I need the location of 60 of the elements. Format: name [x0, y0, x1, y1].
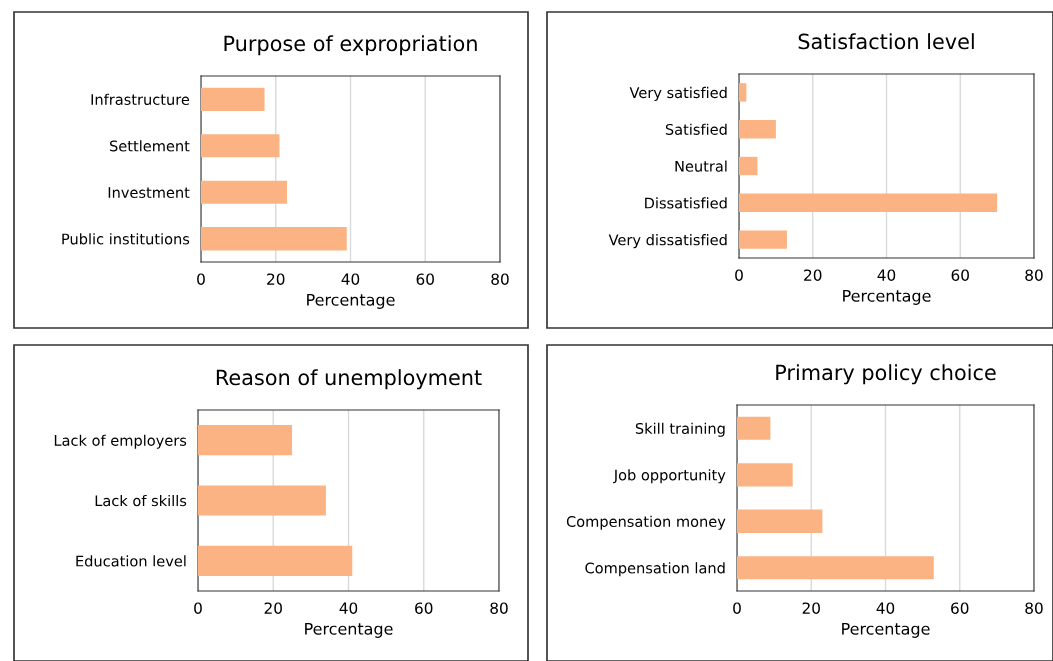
bar — [201, 87, 265, 111]
bar — [739, 230, 787, 249]
y-tick-label: Dissatisfied — [645, 197, 727, 209]
y-tick-label: Infrastructure — [91, 93, 190, 105]
x-axis-title: Percentage — [307, 293, 395, 309]
x-tick-label: 0 — [733, 602, 741, 614]
bar — [737, 463, 793, 487]
x-tick-label: 20 — [264, 602, 282, 614]
bar — [739, 83, 747, 102]
x-axis-title: Percentage — [843, 289, 931, 305]
x-tick-label: 20 — [802, 602, 820, 614]
bar — [198, 545, 353, 576]
y-tick-label: Investment — [108, 187, 190, 198]
y-tick-label: Education level — [76, 555, 186, 567]
x-tick-label: 40 — [876, 602, 895, 614]
x-tick-label: 80 — [490, 602, 508, 614]
x-axis-title: Percentage — [842, 622, 930, 638]
bar — [201, 227, 347, 251]
x-axis-title: Percentage — [305, 622, 393, 638]
chart-title: Primary policy choice — [776, 364, 996, 385]
y-tick-label: Compensation land — [585, 562, 725, 577]
y-tick-label: Lack of employers — [54, 434, 187, 449]
chart-title: Purpose of expropriation — [224, 35, 477, 56]
x-tick-label: 80 — [1025, 269, 1043, 281]
x-tick-label: 40 — [341, 273, 360, 285]
x-tick-label: 40 — [877, 269, 896, 281]
bar — [198, 425, 293, 456]
x-tick-label: 60 — [415, 602, 433, 614]
y-tick-label: Lack of skills — [95, 494, 187, 507]
chart-title: Reason of unemployment — [216, 369, 482, 390]
y-tick-label: Compensation money — [566, 515, 726, 530]
x-tick-label: 60 — [951, 269, 969, 281]
x-tick-label: 60 — [951, 602, 969, 614]
bar — [201, 180, 287, 204]
x-tick-label: 80 — [1025, 602, 1043, 614]
x-tick-label: 80 — [491, 273, 509, 285]
chart-title: Satisfaction level — [798, 33, 974, 50]
x-tick-label: 20 — [267, 273, 285, 285]
y-tick-label: Public institutions — [62, 233, 190, 245]
bar — [737, 509, 823, 533]
bar — [198, 485, 326, 516]
bar — [737, 416, 771, 440]
y-tick-label: Very satisfied — [629, 86, 727, 101]
bar — [739, 120, 776, 139]
y-tick-label: Very dissatisfied — [608, 234, 727, 249]
x-tick-label: 20 — [804, 269, 822, 281]
y-tick-label: Neutral — [675, 160, 727, 172]
bar — [737, 556, 934, 580]
bar — [739, 193, 998, 212]
bar — [739, 156, 758, 176]
x-tick-label: 60 — [416, 273, 434, 285]
y-tick-label: Skill training — [635, 422, 725, 437]
bar — [201, 134, 280, 158]
y-tick-label: Job opportunity — [613, 469, 726, 484]
x-tick-label: 40 — [339, 602, 358, 614]
x-tick-label: 0 — [194, 602, 202, 614]
y-tick-label: Settlement — [110, 140, 190, 152]
y-tick-label: Satisfied — [665, 123, 727, 135]
x-tick-label: 0 — [197, 273, 205, 285]
x-tick-label: 0 — [735, 269, 743, 281]
